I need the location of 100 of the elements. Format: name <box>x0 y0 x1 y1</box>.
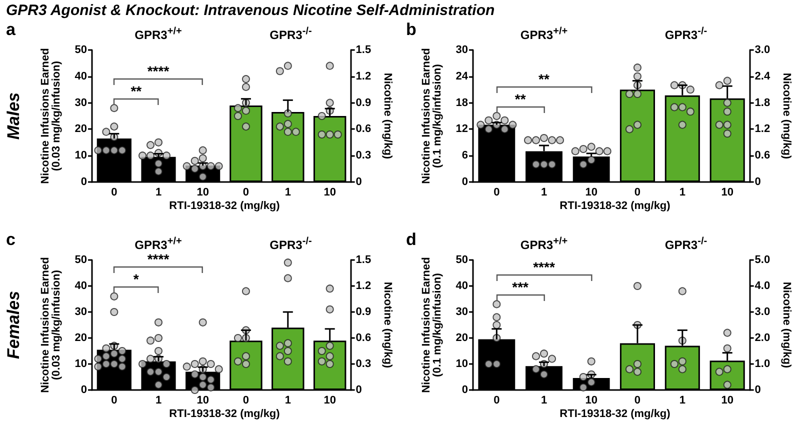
y2-axis-title: Nicotine (mg/kg) <box>381 282 393 368</box>
y-tick-label: 20 <box>74 123 87 136</box>
y2-tick-label: 4.0 <box>754 280 770 292</box>
y-tick-label: 30 <box>74 96 87 109</box>
y-tick-label: 30 <box>456 306 468 318</box>
x-tick-label: 0 <box>494 394 500 406</box>
text: GPR3 Agonist & Knockout: Intravenous Nicotine Self-Administration <box>6 2 495 19</box>
chart-subtitle: a <box>6 20 16 40</box>
x-tick-label: 0 <box>111 394 118 406</box>
annotation: *** <box>512 279 529 296</box>
y2-tick-label: 0 <box>754 176 761 188</box>
y2-axis-title: Nicotine (mg/kg) <box>780 72 792 160</box>
x-tick-label: 0 <box>242 186 249 198</box>
y2-tick-label: 2.4 <box>754 70 771 82</box>
x-tick-label: 10 <box>196 394 209 406</box>
x-axis-title: RTI-19318-32 (mg/kg) <box>169 200 280 212</box>
y-tick-label: 40 <box>74 280 87 292</box>
y2-tick-label: 0 <box>355 384 362 396</box>
y-axis-title: Nicotine Infusions Earned (0.03 mg/kg/infusion) <box>40 48 62 184</box>
annotation: **** <box>533 259 555 276</box>
chart-title: GPR3$^{+/+}$ <box>520 26 568 42</box>
x-tick-label: 0 <box>634 394 641 406</box>
y-tick-label: 10 <box>74 150 87 162</box>
y-tick-label: 12 <box>456 123 468 136</box>
y2-tick-label: 1.8 <box>754 96 770 109</box>
chart-title: GPR3$^{-/-}$ <box>664 236 708 252</box>
y-tick-label: 20 <box>456 332 468 344</box>
chart-subtitle: d <box>406 230 416 250</box>
x-tick-label: 0 <box>634 186 641 198</box>
chart-title: GPR3$^{-/-}$ <box>664 26 708 42</box>
x-axis-title: RTI-19318-32 (mg/kg) <box>560 408 670 420</box>
x-tick-label: 0 <box>111 186 118 198</box>
x-tick-label: 1 <box>679 394 686 406</box>
y-tick-label: 10 <box>74 358 87 370</box>
annotation: ** <box>514 91 526 107</box>
y2-tick-label: 3.0 <box>754 306 770 318</box>
y2-tick-label: 0.6 <box>355 123 371 136</box>
y2-tick-label: 1.0 <box>754 358 770 370</box>
y-tick-label: 50 <box>74 44 87 56</box>
y-tick-label: 40 <box>74 70 87 82</box>
y-tick-label: 10 <box>456 358 468 370</box>
chart-title: GPR3$^{-/-}$ <box>270 236 312 252</box>
y-tick-label: 0 <box>462 384 468 396</box>
y2-tick-label: 0.3 <box>355 150 371 162</box>
y-tick-label: 0 <box>80 384 87 396</box>
x-axis-title: RTI-19318-32 (mg/kg) <box>169 408 280 420</box>
x-tick-label: 1 <box>540 186 548 198</box>
y2-tick-label: 0.3 <box>355 358 371 370</box>
y2-axis-title: Nicotine (mg/kg) <box>780 282 792 368</box>
x-tick-label: 1 <box>155 394 162 406</box>
y2-tick-label: 0.6 <box>754 150 770 162</box>
y-tick-label: 0 <box>80 176 87 188</box>
annotation: **** <box>147 251 170 268</box>
x-tick-label: 10 <box>585 394 598 406</box>
y2-tick-label: 0 <box>355 176 362 188</box>
x-tick-label: 10 <box>721 186 734 198</box>
y2-tick-label: 0 <box>754 384 761 396</box>
x-tick-label: 10 <box>585 186 598 198</box>
y2-tick-label: 1.5 <box>355 44 371 56</box>
y2-tick-label: 1.2 <box>754 123 770 136</box>
y2-tick-label: 1.2 <box>355 280 371 292</box>
y2-tick-label: 0.9 <box>355 306 371 318</box>
annotation: ** <box>130 83 142 100</box>
annotation: ** <box>538 71 550 87</box>
y-tick-label: 30 <box>74 306 87 318</box>
y-tick-label: 30 <box>456 44 468 56</box>
text: Males <box>4 92 24 140</box>
x-tick-label: 1 <box>679 186 686 198</box>
y2-tick-label: 3.0 <box>754 44 770 56</box>
text: Females <box>4 290 24 360</box>
chart-title: GPR3$^{-/-}$ <box>270 26 312 42</box>
y-axis-title: Nicotine Infusions Earned (0.03 mg/kg/infusion) <box>40 257 62 393</box>
y-tick-label: 24 <box>456 70 469 82</box>
chart-subtitle: c <box>6 230 16 250</box>
y-tick-label: 18 <box>456 96 468 109</box>
y-tick-label: 50 <box>456 254 468 266</box>
x-tick-label: 10 <box>323 394 336 406</box>
x-tick-label: 0 <box>242 394 249 406</box>
x-tick-label: 10 <box>196 186 209 198</box>
y-tick-label: 0 <box>462 176 468 188</box>
y-axis-title: Nicotine Infusions Earned (0.1 mg/kg/infusion) <box>420 48 444 184</box>
annotation: * <box>133 271 139 288</box>
y-tick-label: 6 <box>462 150 468 162</box>
y-axis-title: Nicotine Infusions Earned (0.1 mg/kg/infusion) <box>420 257 444 393</box>
y-tick-label: 50 <box>74 254 87 266</box>
y2-axis-title: Nicotine (mg/kg) <box>381 72 393 160</box>
chart-title: GPR3$^{+/+}$ <box>134 236 182 252</box>
x-tick-label: 1 <box>155 186 162 198</box>
y-tick-label: 40 <box>456 280 468 292</box>
chart-title: GPR3$^{+/+}$ <box>134 26 182 42</box>
y2-tick-label: 1.5 <box>355 254 371 266</box>
y-tick-label: 20 <box>74 332 87 344</box>
chart-subtitle: b <box>406 20 416 40</box>
y2-tick-label: 5.0 <box>754 254 770 266</box>
annotation: **** <box>147 63 170 80</box>
x-tick-label: 1 <box>540 394 548 406</box>
y2-tick-label: 2.0 <box>754 332 770 344</box>
y2-tick-label: 0.9 <box>355 96 371 109</box>
y2-tick-label: 1.2 <box>355 70 371 82</box>
chart-title: GPR3$^{+/+}$ <box>520 236 568 252</box>
